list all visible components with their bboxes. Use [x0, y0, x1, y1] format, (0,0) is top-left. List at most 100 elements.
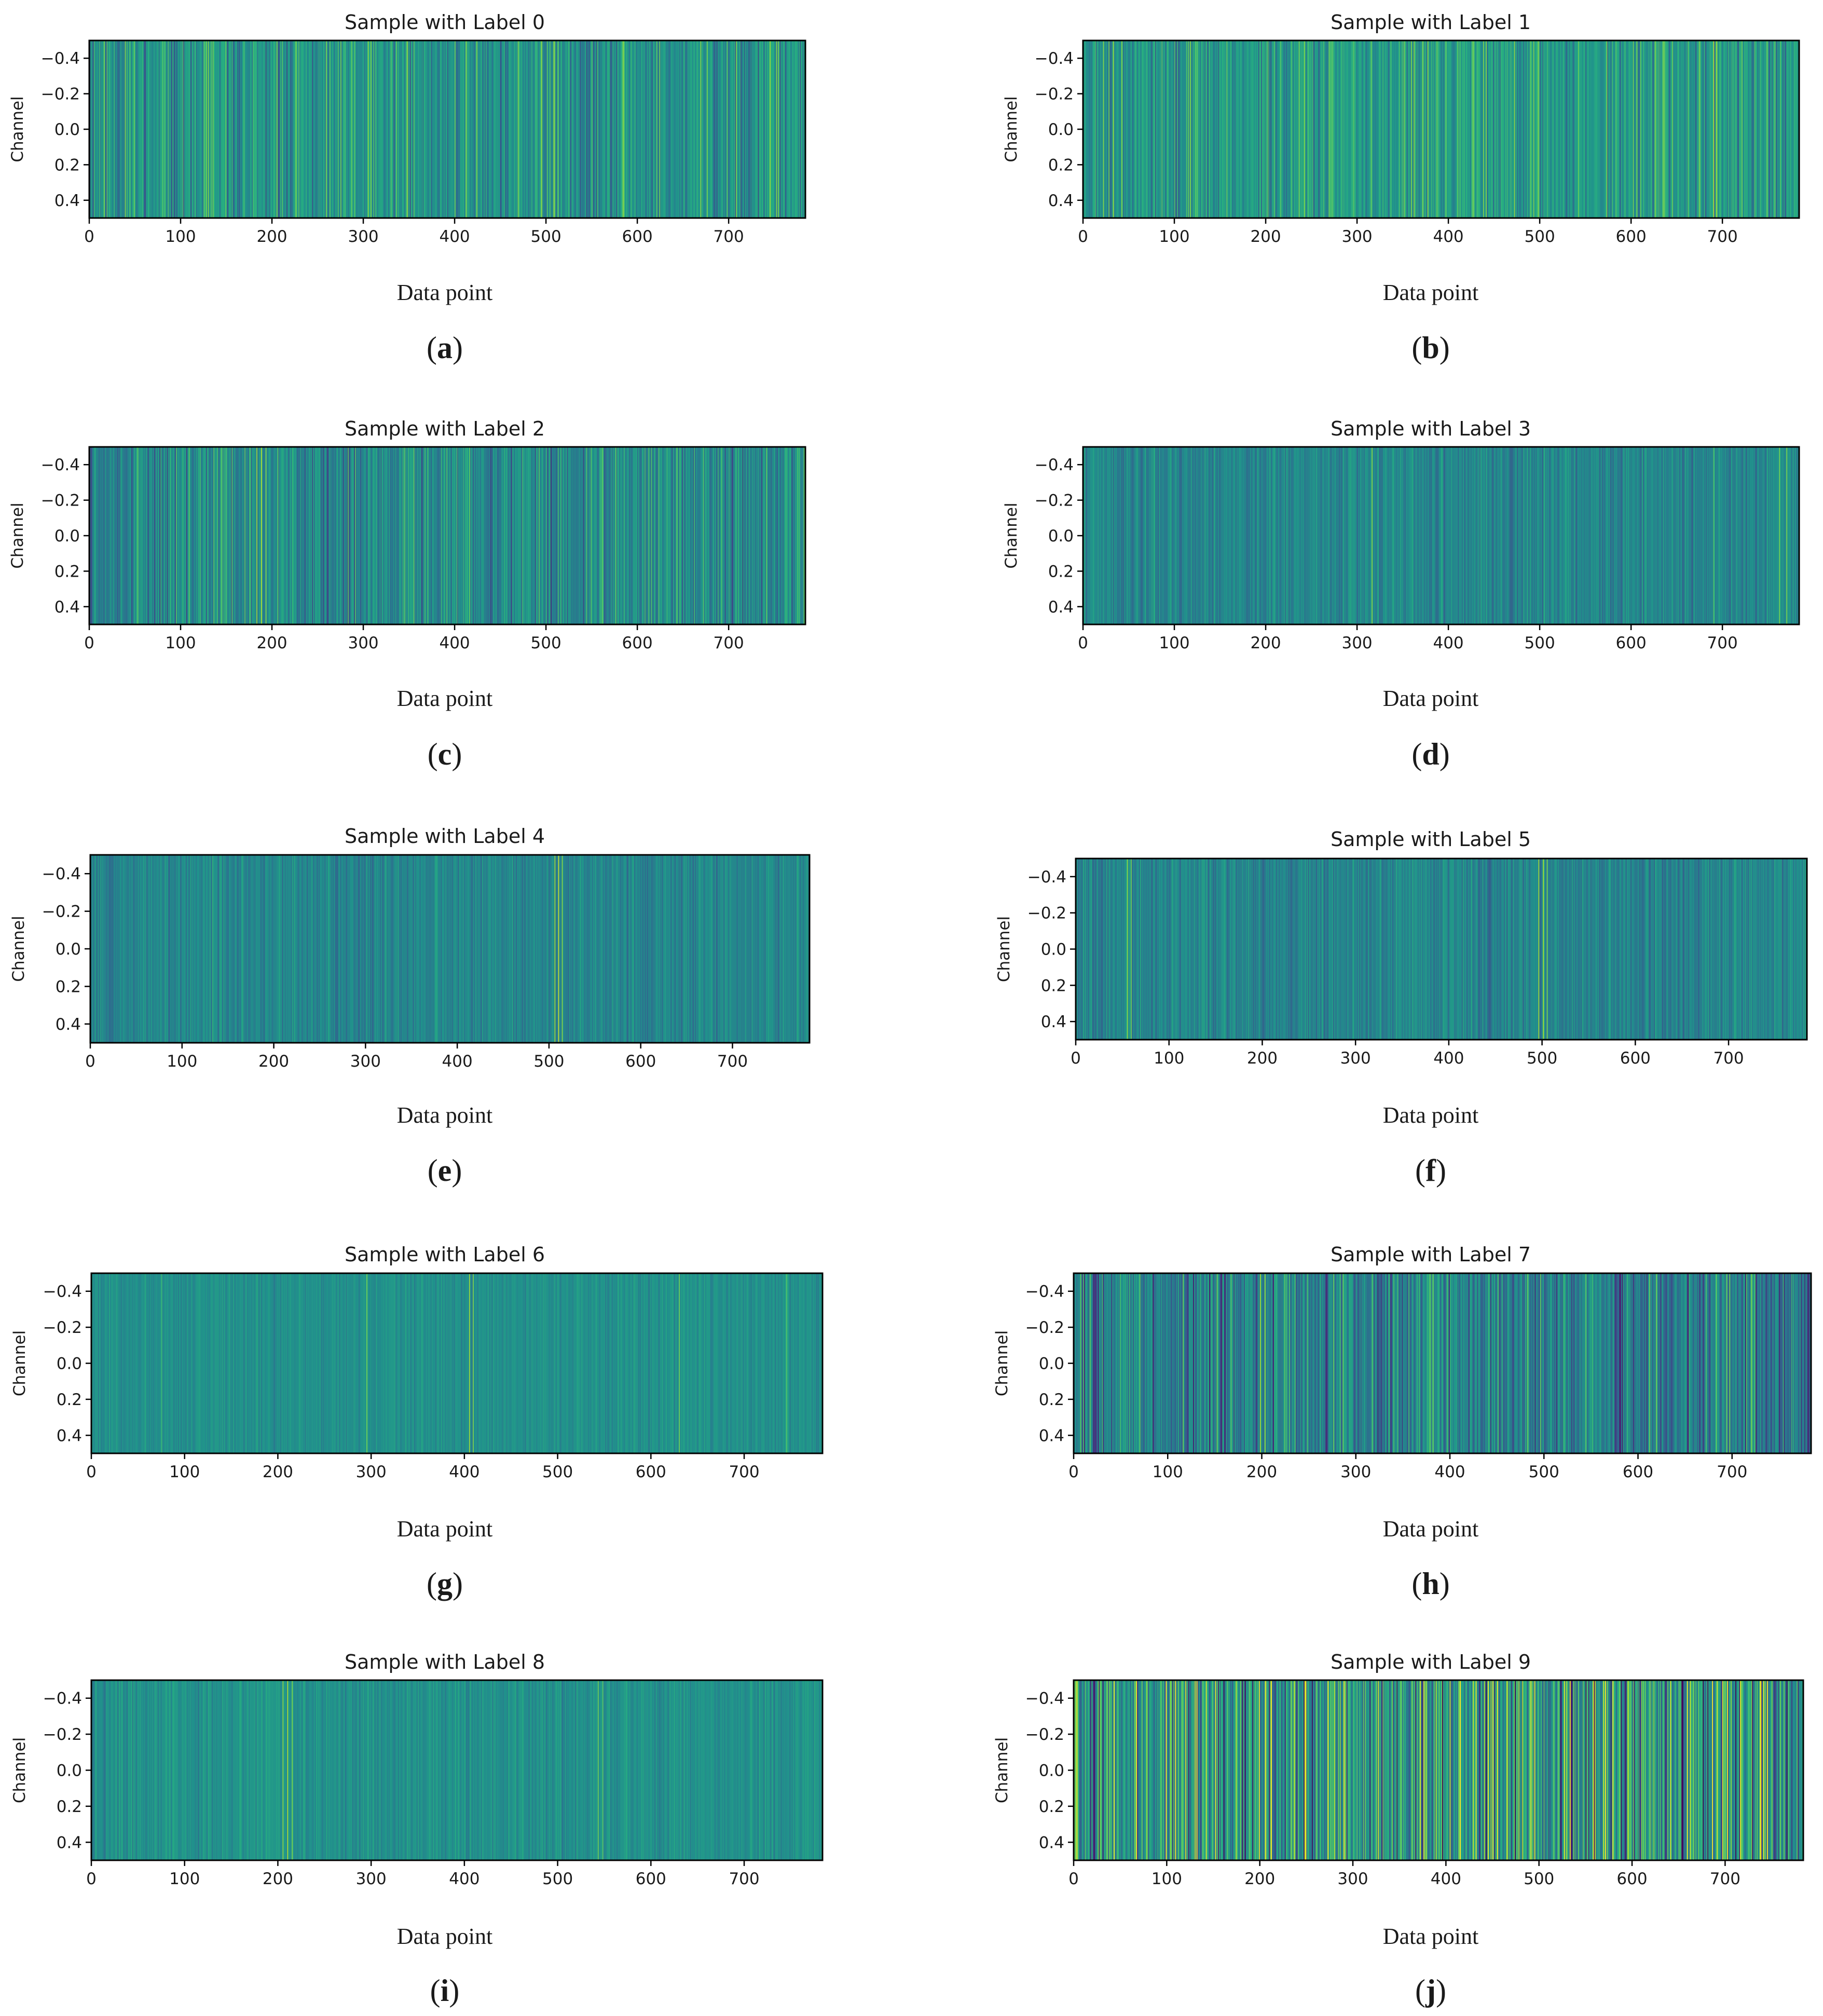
heatmap-column	[156, 447, 157, 624]
heatmap-column	[185, 855, 187, 1043]
heatmap-column	[1145, 859, 1147, 1040]
heatmap-column	[426, 855, 428, 1043]
heatmap-column	[1791, 40, 1793, 218]
heatmap-column	[1268, 859, 1269, 1040]
heatmap-column	[700, 40, 702, 218]
heatmap-column	[766, 855, 768, 1043]
heatmap-column	[1677, 40, 1679, 218]
heatmap-column	[305, 40, 306, 218]
heatmap-column	[1537, 447, 1539, 624]
heatmap-column	[1315, 447, 1318, 624]
heatmap-column	[1348, 447, 1349, 624]
heatmap-column	[564, 40, 566, 218]
heatmap-column	[163, 855, 165, 1043]
heatmap-column	[1680, 859, 1681, 1040]
heatmap-column	[355, 855, 357, 1043]
heatmap-column	[1444, 40, 1445, 218]
heatmap-column	[622, 40, 624, 218]
heatmap-column	[1597, 859, 1599, 1040]
heatmap-column	[1200, 859, 1201, 1040]
heatmap-column	[1458, 40, 1460, 218]
heatmap-column	[127, 1273, 128, 1453]
heatmap-column	[738, 855, 741, 1043]
heatmap-column	[1177, 40, 1178, 218]
heatmap-column	[136, 1273, 138, 1453]
heatmap-column	[1784, 859, 1785, 1040]
heatmap-column	[275, 447, 276, 624]
heatmap-column	[1544, 40, 1546, 218]
heatmap-column	[1281, 447, 1283, 624]
heatmap-column	[141, 1273, 142, 1453]
heatmap-column	[220, 855, 221, 1043]
heatmap-column	[803, 40, 805, 218]
heatmap-column	[591, 447, 592, 624]
heatmap-column	[1410, 859, 1412, 1040]
heatmap-column	[1140, 859, 1142, 1040]
x-tick-label: 0	[1078, 227, 1088, 246]
heatmap-column	[789, 855, 791, 1043]
heatmap-column	[1658, 447, 1660, 624]
heatmap-column	[143, 447, 145, 624]
heatmap-column	[1448, 859, 1449, 1040]
heatmap-column	[476, 855, 478, 1043]
heatmap-column	[1377, 859, 1378, 1040]
heatmap-column	[493, 447, 495, 624]
heatmap-column	[171, 40, 173, 218]
heatmap-column	[763, 855, 765, 1043]
heatmap-column	[1235, 447, 1237, 624]
heatmap-column	[1241, 40, 1242, 218]
x-tick-label: 400	[1433, 634, 1463, 652]
heatmap-column	[248, 447, 250, 624]
heatmap-column	[1797, 447, 1799, 624]
heatmap-column	[710, 40, 712, 218]
heatmap-column	[1286, 447, 1288, 624]
heatmap-column	[653, 447, 654, 624]
heatmap-column	[1228, 40, 1230, 218]
heatmap-column	[403, 40, 405, 218]
heatmap-column	[1375, 447, 1377, 624]
heatmap-column	[1547, 40, 1550, 218]
heatmap-column	[579, 40, 580, 218]
heatmap-column	[1239, 859, 1240, 1040]
y-tick-label: 0.4	[54, 192, 80, 210]
heatmap-column	[322, 447, 324, 624]
heatmap-column	[113, 447, 115, 624]
heatmap-column	[1512, 447, 1514, 624]
heatmap-column	[1224, 40, 1226, 218]
heatmap-column	[680, 855, 682, 1043]
heatmap-column	[626, 855, 627, 1043]
heatmap-column	[1405, 859, 1406, 1040]
heatmap-column	[1277, 40, 1279, 218]
heatmap-column	[114, 855, 116, 1043]
heatmap-column	[363, 855, 365, 1043]
heatmap-column	[1794, 447, 1796, 624]
heatmap-column	[1518, 40, 1520, 218]
heatmap-column	[1619, 859, 1621, 1040]
heatmap-column	[1594, 859, 1596, 1040]
heatmap-column	[1615, 40, 1617, 218]
heatmap-column	[1534, 447, 1536, 624]
heatmap-column	[230, 855, 232, 1043]
heatmap-column	[733, 855, 735, 1043]
heatmap-column	[114, 447, 115, 624]
heatmap-column	[176, 447, 177, 624]
heatmap-column	[1312, 40, 1314, 218]
heatmap-column	[366, 40, 367, 218]
heatmap-column	[101, 1273, 103, 1453]
heatmap-column	[186, 447, 187, 624]
heatmap-column	[672, 40, 674, 218]
y-tick-label: 0.2	[56, 977, 81, 996]
heatmap-column	[1279, 859, 1281, 1040]
heatmap-column	[1723, 40, 1725, 218]
heatmap-column	[1536, 859, 1537, 1040]
heatmap-column	[1096, 859, 1098, 1040]
heatmap-column	[602, 40, 604, 218]
heatmap-column	[1763, 447, 1765, 624]
panel-caption: (f)	[1415, 1153, 1446, 1188]
heatmap-column	[707, 855, 709, 1043]
heatmap-column	[1112, 40, 1114, 218]
heatmap-column	[105, 1273, 107, 1453]
heatmap-column	[578, 855, 580, 1043]
heatmap-column	[1099, 40, 1101, 218]
heatmap-column	[1624, 859, 1626, 1040]
